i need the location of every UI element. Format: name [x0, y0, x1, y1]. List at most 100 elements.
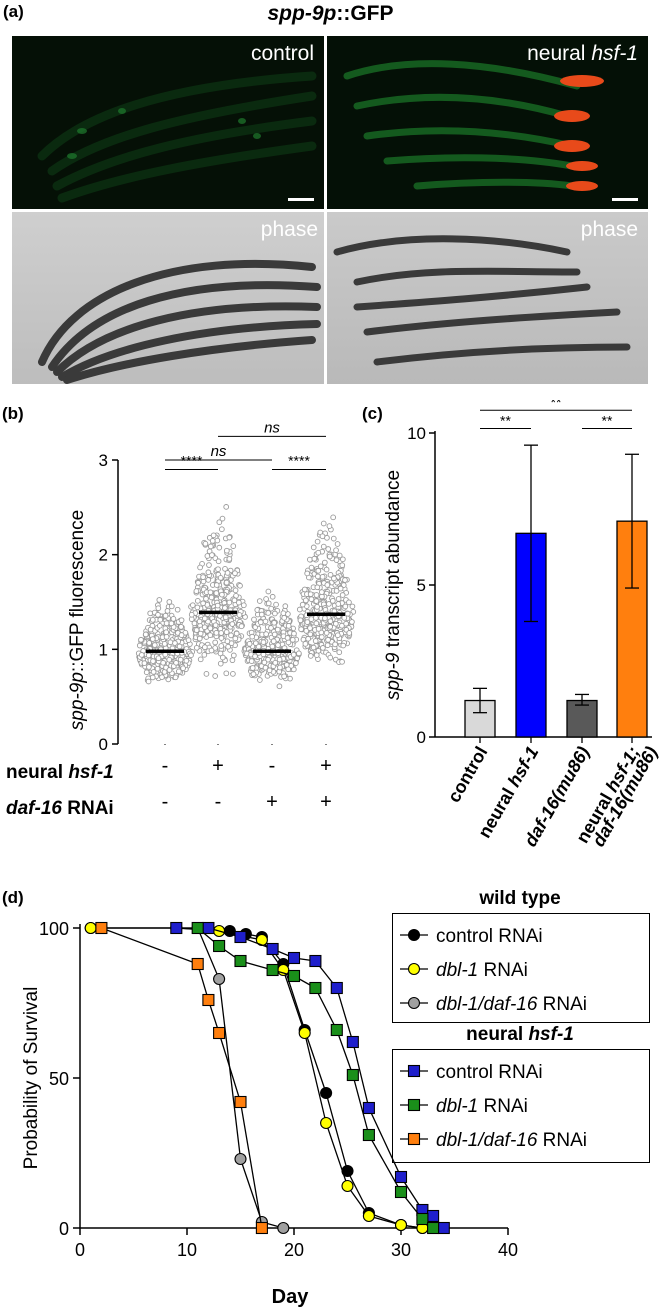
legend-label: dbl-1/daf-16 RNAi [436, 1130, 587, 1151]
chart-b-sig-label: **** [288, 452, 310, 468]
chart-b-point [213, 630, 220, 636]
chart-b-point [342, 577, 348, 583]
chart-b-point [207, 632, 214, 638]
chart-d-point [309, 981, 322, 995]
chart-d-point [394, 1185, 408, 1199]
chart-b-point [150, 669, 157, 675]
legend-group-1-box [392, 913, 650, 1023]
chart-b-point [203, 595, 209, 602]
chart-b-daf16-sign: - [162, 791, 169, 813]
chart-b-point [268, 625, 274, 631]
legend-group-2-title: neural hsf-1 [398, 1024, 642, 1046]
chart-b-point [157, 616, 164, 623]
chart-b-point [261, 659, 268, 666]
chart-d-point [437, 1221, 450, 1235]
chart-b-point [145, 678, 152, 685]
chart-d-series-line [101, 927, 263, 1229]
chart-b-point [268, 605, 275, 612]
legend-marker [407, 962, 421, 976]
chart-b-point [230, 543, 237, 549]
chart-b-point [215, 566, 221, 573]
chart-b-point [319, 573, 326, 580]
chart-b-point [214, 537, 221, 544]
chart-b-point [312, 638, 319, 644]
chart-b-point [250, 671, 257, 678]
chart-b-point [335, 601, 342, 607]
chart-b-point [304, 619, 311, 625]
chart-b-point [340, 642, 347, 649]
scale-bar-left [288, 198, 314, 201]
chart-b-point [233, 630, 240, 637]
chart-b-point [246, 640, 253, 647]
chart-b-point [271, 619, 278, 626]
chart-b-point [149, 636, 156, 642]
chart-b-point [325, 546, 332, 552]
chart-b-point [336, 649, 343, 656]
chart-b-point [193, 644, 200, 651]
chart-b-daf16-sign: + [266, 791, 278, 813]
chart-b-point [332, 641, 338, 648]
chart-d-svg: 0 50 100 0 10 20 30 40 [39, 919, 518, 1260]
chart-c-sig-label: ** [551, 400, 562, 410]
chart-b-point [154, 665, 161, 672]
chart-b-point [270, 638, 277, 645]
chart-b-point [265, 588, 272, 595]
chart-b-point [200, 574, 206, 580]
chart-d-point [202, 921, 215, 935]
chart-d-point [330, 981, 343, 995]
chart-b-point [178, 624, 184, 630]
chart-b-point [285, 623, 292, 629]
chart-b-point [208, 647, 215, 654]
chart-d-point [427, 1221, 440, 1235]
chart-b-point [209, 537, 216, 544]
chart-c-tick-label-part: neural [474, 780, 521, 841]
chart-b-point [258, 611, 265, 618]
chart-b-hsf1-sign: - [162, 755, 169, 777]
chart-b-point [334, 632, 341, 639]
chart-b-point [163, 629, 170, 636]
chart-b-point [302, 597, 309, 604]
chart-b-point [331, 575, 337, 582]
chart-b-point [307, 631, 314, 638]
chart-b-point [215, 558, 222, 565]
chart-b-point [277, 664, 283, 671]
chart-b-point [266, 667, 273, 674]
chart-c-tick-label-part: hsf-1 [504, 743, 543, 790]
chart-b-point [335, 596, 342, 602]
chart-b-point [213, 590, 220, 596]
legend-label: control RNAi [436, 926, 543, 947]
chart-d-point [298, 1026, 311, 1040]
chart-b-ylabel-rest: ::GFP fluorescence [67, 509, 88, 673]
chart-d-point [191, 957, 204, 971]
chart-b-point [314, 584, 321, 591]
chart-b-point [339, 592, 346, 598]
chart-b-point [143, 669, 150, 676]
chart-b-point [168, 603, 175, 610]
legend-marker [407, 1064, 421, 1078]
chart-b-point [313, 652, 320, 659]
chart-d-point [287, 969, 301, 983]
chart-b-point [344, 610, 351, 617]
chart-b-point [155, 611, 161, 618]
chart-b-sig-label: ns [264, 419, 280, 436]
chart-b-point [176, 668, 182, 675]
label-neural-gene: hsf-1 [591, 42, 638, 65]
chart-b-point [257, 677, 263, 683]
chart-b-daf16-sign: + [320, 791, 332, 813]
legend-group-1-title: wild type [479, 888, 561, 909]
chart-b-point [219, 526, 225, 533]
chart-b-point [156, 597, 163, 603]
legend-marker [407, 996, 421, 1010]
chart-b-point [299, 601, 306, 608]
panel-d-letter: (d) [2, 888, 24, 907]
chart-d-point [362, 1209, 375, 1223]
chart-d-point [234, 1152, 247, 1166]
chart-b-point [313, 614, 319, 621]
chart-b-point [172, 640, 178, 646]
chart-b-point [164, 608, 171, 614]
chart-c-ylabel-italic: spp-9 [383, 652, 404, 701]
chart-b-point [307, 591, 314, 598]
chart-b-point [160, 659, 167, 666]
